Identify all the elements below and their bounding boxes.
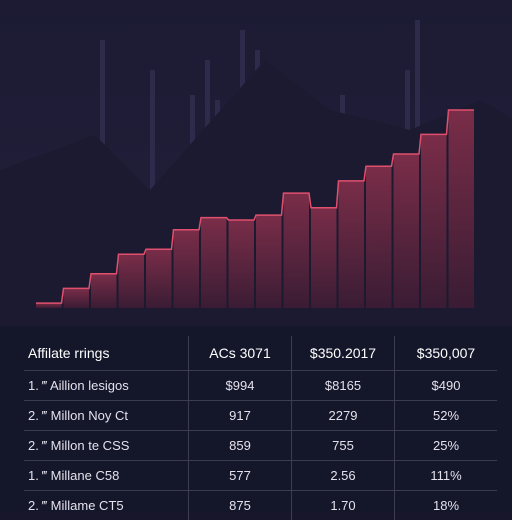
data-table-panel: Affilate rrings ACs 3071 $350.2017 $350,… [0, 326, 512, 512]
bar [449, 110, 475, 308]
bar [64, 288, 90, 308]
background-decoration-bar [150, 70, 155, 190]
bar [421, 134, 447, 308]
table-cell: 2. ‴ Millon Noy Ct [24, 401, 189, 431]
bar [119, 254, 145, 308]
table-row: 1. ‴ Millane C58 577 2.56 111% [24, 461, 497, 491]
bar [311, 208, 337, 308]
table-header-row: Affilate rrings ACs 3071 $350.2017 $350,… [24, 336, 497, 371]
bar [201, 218, 227, 308]
table-cell: 1.70 [292, 491, 395, 520]
bar [174, 230, 200, 308]
bar-chart [0, 0, 512, 330]
table-cell: $490 [395, 371, 498, 401]
table-cell: $994 [189, 371, 292, 401]
table-cell: 875 [189, 491, 292, 520]
bar [339, 181, 365, 308]
table-cell: 2.56 [292, 461, 395, 491]
bar [284, 193, 310, 308]
table-cell: 18% [395, 491, 498, 520]
table-cell: 577 [189, 461, 292, 491]
table-cell: 2279 [292, 401, 395, 431]
table-row: 1. ‴ Aillion lesigos $994 $8165 $490 [24, 371, 497, 401]
background-decoration-bar [205, 60, 210, 130]
table-row: 2. ‴ Millon Noy Ct 917 2279 52% [24, 401, 497, 431]
header-cell: ACs 3071 [189, 336, 292, 371]
table-row: 2. ‴ Millame CT5 875 1.70 18% [24, 491, 497, 520]
table-cell: 1. ‴ Millane C58 [24, 461, 189, 491]
table-cell: 1. ‴ Aillion lesigos [24, 371, 189, 401]
background-decoration-bar [100, 40, 105, 150]
table-cell: 25% [395, 431, 498, 461]
bar [91, 274, 117, 308]
bar [229, 220, 255, 308]
table-cell: 917 [189, 401, 292, 431]
header-cell: Affilate rrings [24, 336, 189, 371]
header-cell: $350,007 [395, 336, 498, 371]
bar [146, 249, 172, 308]
bar [366, 166, 392, 308]
bar [256, 215, 282, 308]
table-cell: $8165 [292, 371, 395, 401]
table-cell: 755 [292, 431, 395, 461]
table-cell: 2. ‴ Millon te CSS [24, 431, 189, 461]
table-cell: 2. ‴ Millame CT5 [24, 491, 189, 520]
table-cell: 111% [395, 461, 498, 491]
bar [394, 154, 420, 308]
table-row: 2. ‴ Millon te CSS 859 755 25% [24, 431, 497, 461]
table-cell: 52% [395, 401, 498, 431]
table-cell: 859 [189, 431, 292, 461]
data-table: Affilate rrings ACs 3071 $350.2017 $350,… [24, 336, 497, 520]
header-cell: $350.2017 [292, 336, 395, 371]
